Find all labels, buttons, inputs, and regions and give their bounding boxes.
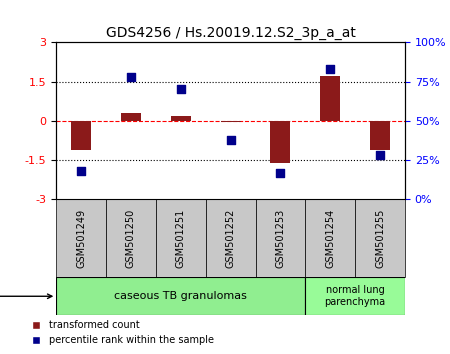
Text: caseous TB granulomas: caseous TB granulomas bbox=[114, 291, 247, 301]
Legend: transformed count, percentile rank within the sample: transformed count, percentile rank withi… bbox=[27, 316, 218, 349]
Bar bbox=[320, 76, 340, 121]
FancyBboxPatch shape bbox=[156, 199, 206, 278]
Point bbox=[127, 74, 135, 80]
Text: normal lung
parenchyma: normal lung parenchyma bbox=[324, 285, 386, 307]
Bar bbox=[220, 121, 241, 122]
FancyBboxPatch shape bbox=[256, 199, 306, 278]
Point bbox=[227, 137, 234, 142]
Point bbox=[377, 153, 384, 158]
Point bbox=[77, 168, 85, 174]
FancyBboxPatch shape bbox=[206, 199, 256, 278]
Point bbox=[327, 66, 334, 72]
FancyBboxPatch shape bbox=[306, 278, 405, 315]
Bar bbox=[171, 116, 191, 121]
Bar bbox=[270, 121, 290, 162]
FancyBboxPatch shape bbox=[306, 199, 355, 278]
Title: GDS4256 / Hs.20019.12.S2_3p_a_at: GDS4256 / Hs.20019.12.S2_3p_a_at bbox=[106, 26, 356, 40]
Text: GSM501253: GSM501253 bbox=[275, 209, 285, 268]
Text: GSM501251: GSM501251 bbox=[176, 209, 186, 268]
Text: GSM501255: GSM501255 bbox=[375, 209, 385, 268]
Point bbox=[177, 87, 184, 92]
FancyBboxPatch shape bbox=[106, 199, 156, 278]
Text: GSM501249: GSM501249 bbox=[76, 209, 86, 268]
Text: cell type: cell type bbox=[0, 291, 52, 301]
Point bbox=[277, 170, 284, 175]
FancyBboxPatch shape bbox=[355, 199, 405, 278]
Bar bbox=[121, 113, 141, 121]
Text: GSM501252: GSM501252 bbox=[225, 209, 236, 268]
FancyBboxPatch shape bbox=[56, 278, 306, 315]
Text: GSM501250: GSM501250 bbox=[126, 209, 136, 268]
Text: GSM501254: GSM501254 bbox=[325, 209, 335, 268]
FancyBboxPatch shape bbox=[56, 199, 106, 278]
Bar bbox=[370, 121, 390, 149]
Bar bbox=[71, 121, 91, 149]
